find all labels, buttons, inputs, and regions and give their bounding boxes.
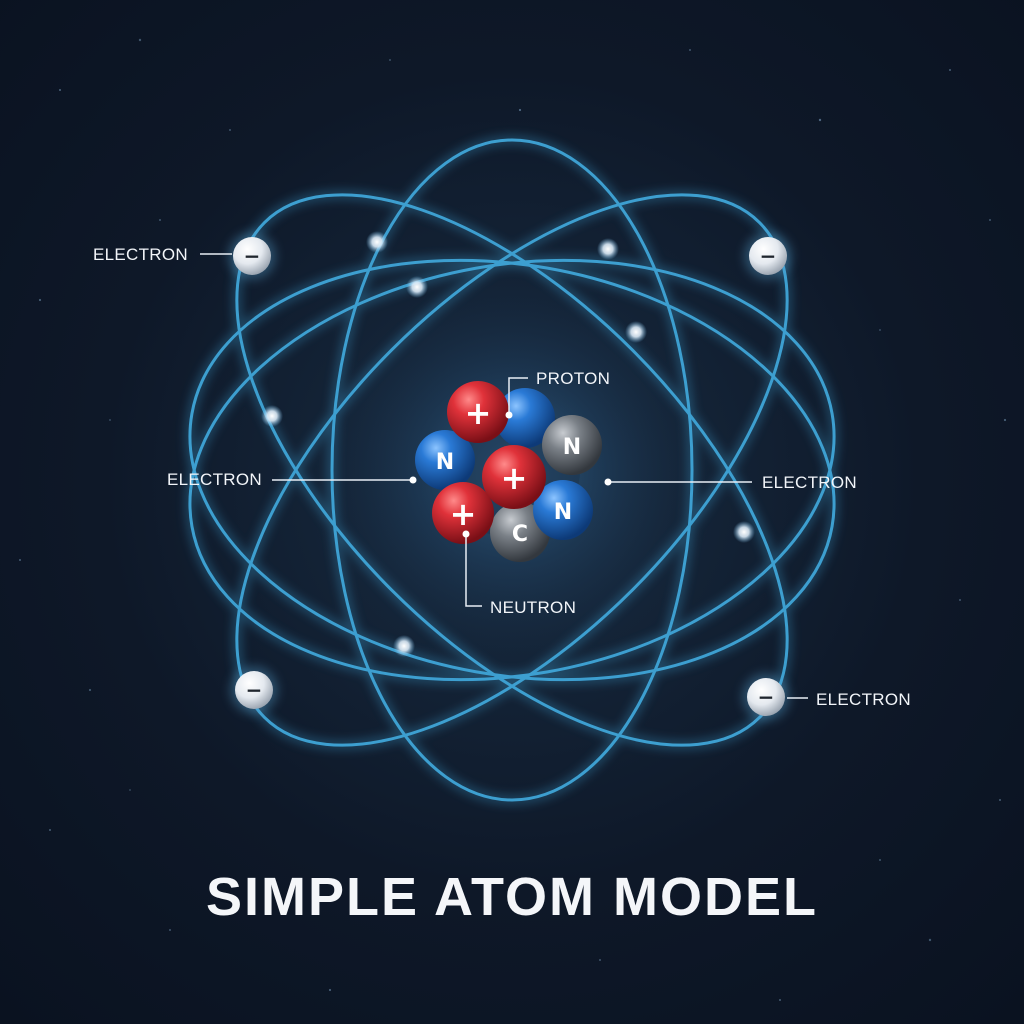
- electron-label: ELECTRON: [762, 473, 857, 492]
- electron-symbol: −: [760, 244, 777, 268]
- orbit-ring: [235, 193, 789, 747]
- electron-symbol: −: [244, 244, 261, 268]
- orbit-rings: [188, 138, 836, 802]
- electron-particle: [233, 237, 271, 275]
- orbit-sparks: [261, 231, 755, 657]
- nucleus: C N N N + + +: [415, 381, 602, 562]
- electron-particles: − − − −: [228, 232, 792, 721]
- neutron-particle: [542, 415, 602, 475]
- neutron-particle: [415, 430, 475, 490]
- proton-symbol: +: [465, 394, 492, 432]
- electron-label: ELECTRON: [93, 245, 188, 264]
- orbit-ring: [188, 258, 836, 682]
- starfield: [19, 38, 1007, 1001]
- diagram-title: SIMPLE ATOM MODEL: [206, 867, 818, 927]
- proton-particle: [447, 381, 509, 443]
- proton-label: PROTON: [536, 369, 610, 388]
- carbon-symbol: C: [512, 522, 528, 547]
- leader-lines: [200, 253, 808, 699]
- proton-symbol: +: [450, 495, 477, 533]
- proton-particle: [482, 445, 546, 509]
- electron-symbol: −: [758, 685, 775, 709]
- neutron-symbol: N: [436, 450, 454, 475]
- electron-label: ELECTRON: [167, 470, 262, 489]
- neutron-particle: [495, 388, 555, 448]
- orbit-ring: [330, 138, 694, 802]
- neutron-symbol: N: [554, 500, 572, 525]
- electron-label: ELECTRON: [816, 690, 911, 709]
- electron-symbol: −: [246, 678, 263, 702]
- orbit-ring: [188, 258, 836, 682]
- neutron-label: NEUTRON: [490, 598, 576, 617]
- neutron-particle: [533, 480, 593, 540]
- electron-particle: [747, 678, 785, 716]
- leader-dots: [409, 411, 612, 538]
- electron-particle: [235, 671, 273, 709]
- proton-particle: [432, 482, 494, 544]
- electron-particle: [749, 237, 787, 275]
- neutron-symbol: N: [563, 435, 581, 460]
- proton-symbol: +: [501, 459, 528, 497]
